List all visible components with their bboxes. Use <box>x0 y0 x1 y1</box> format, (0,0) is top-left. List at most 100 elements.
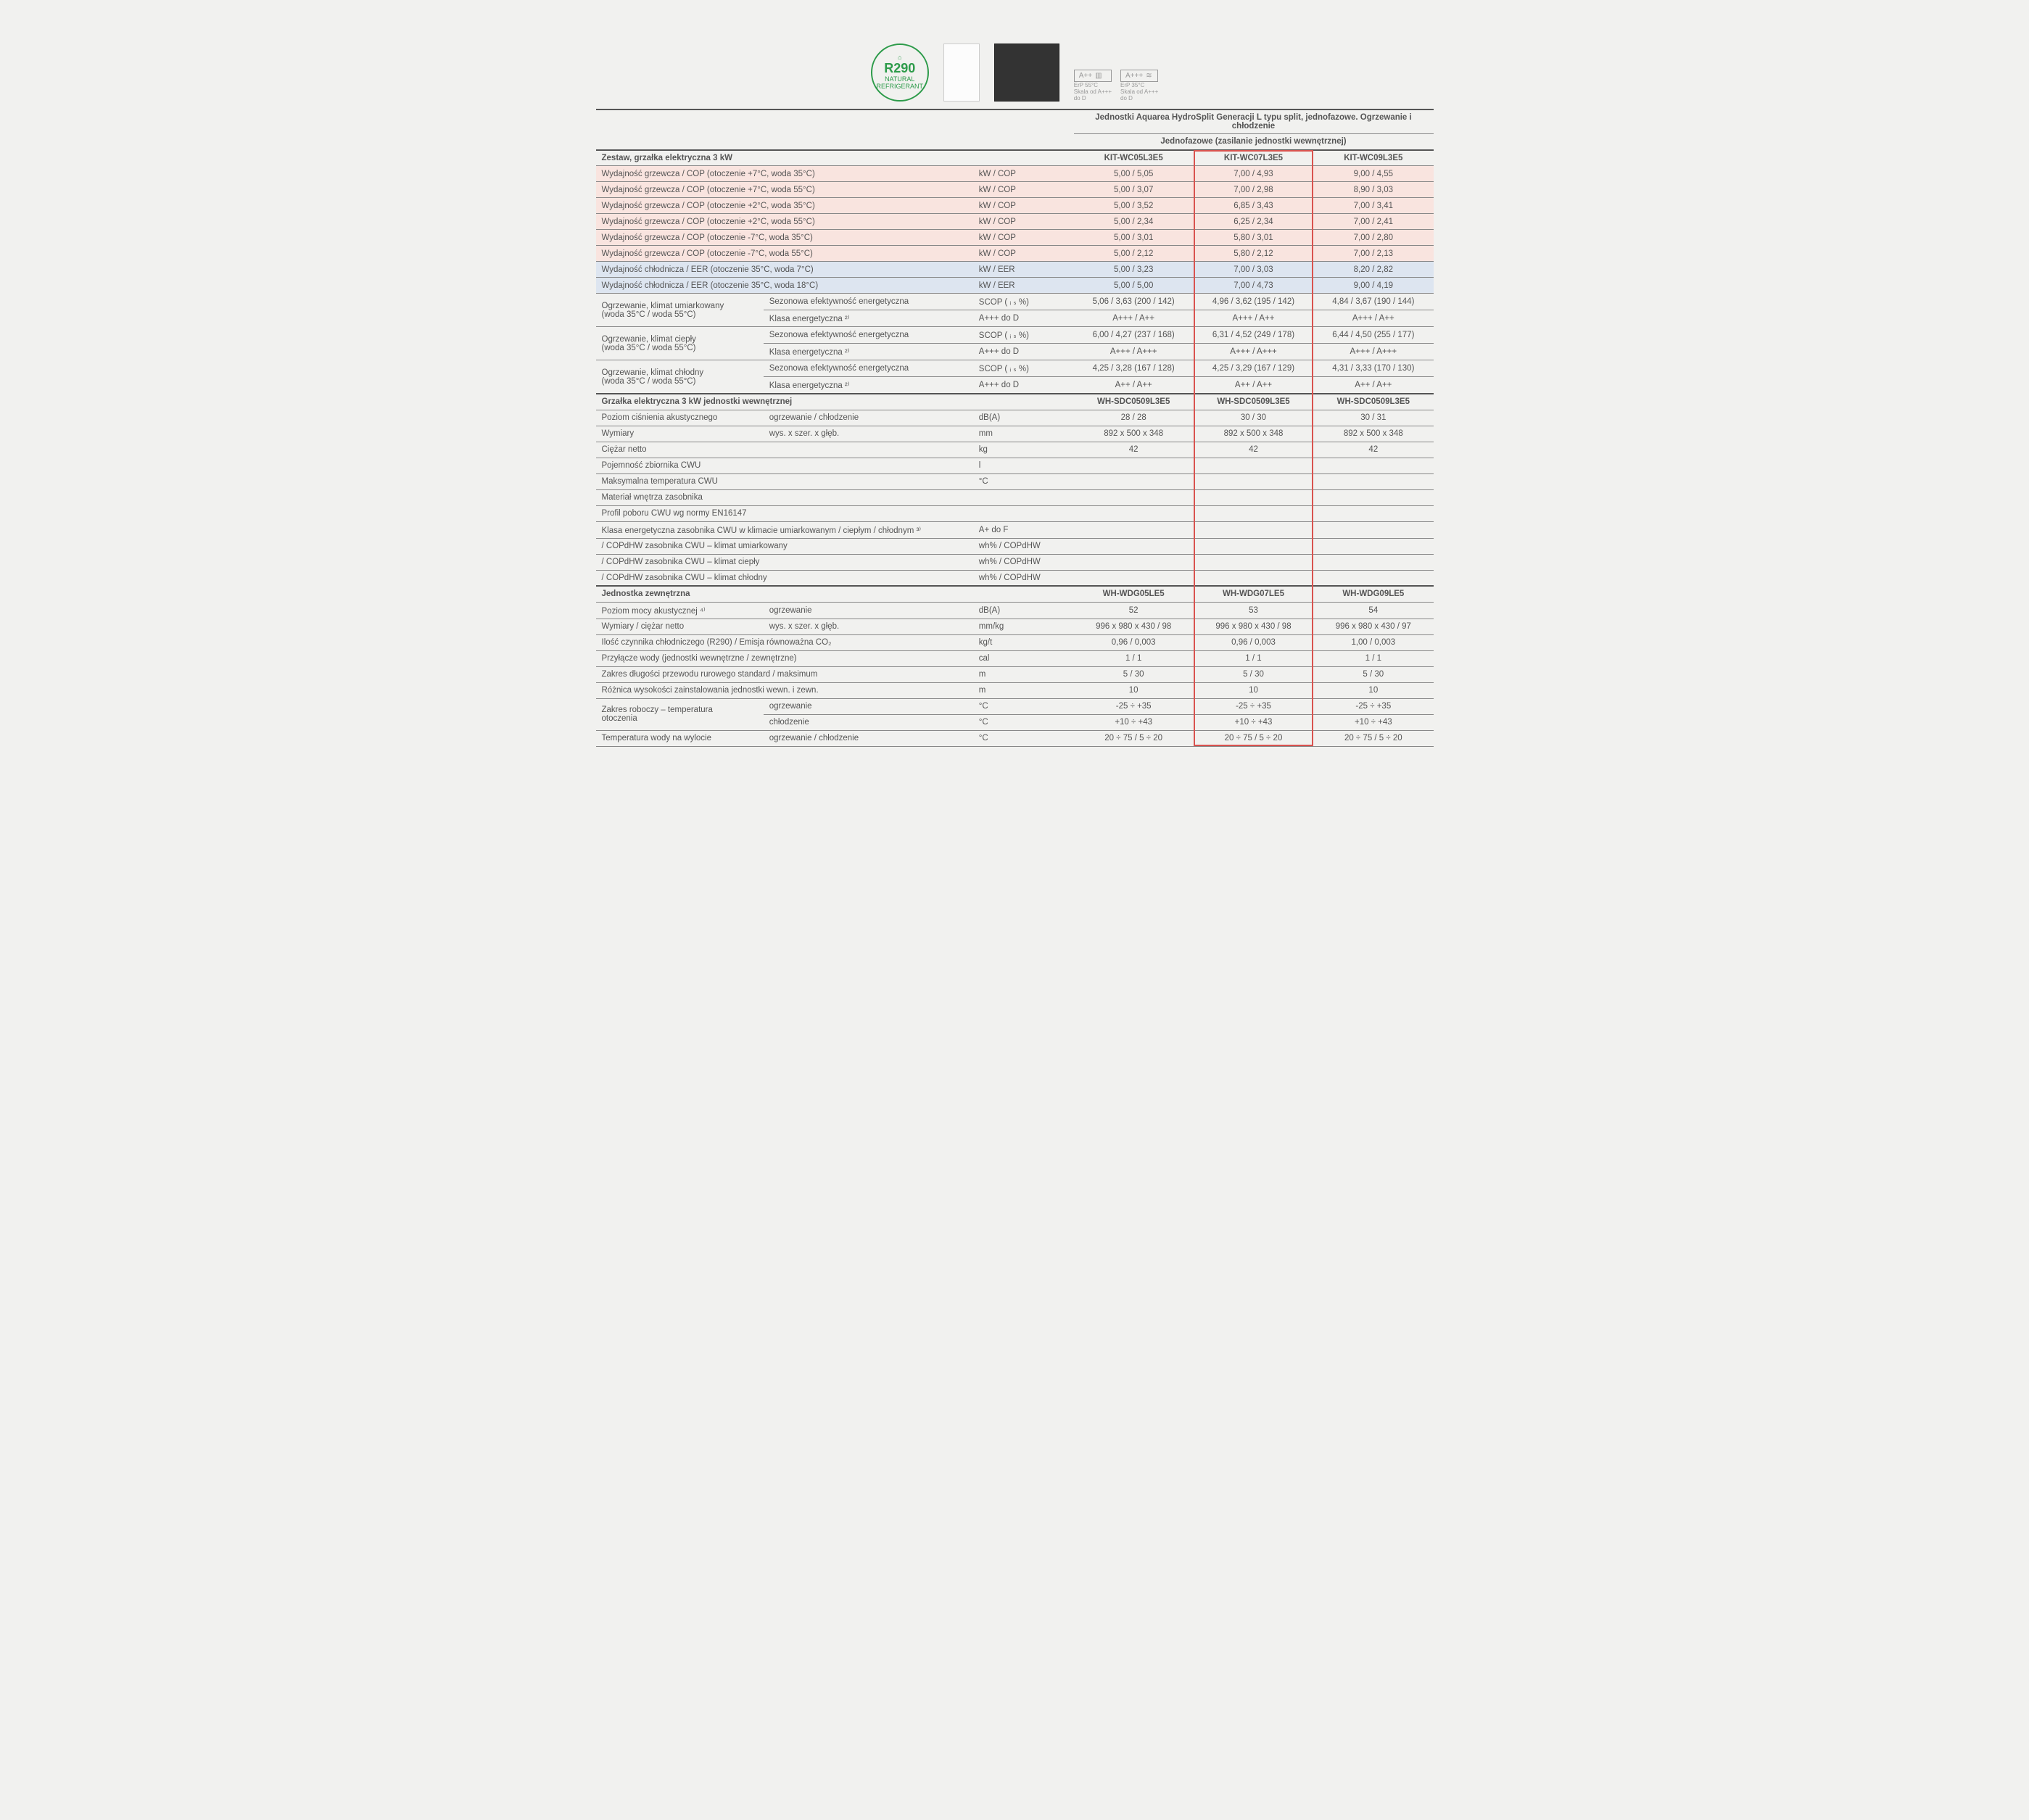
outdoor-model-2: WH-WDG09LE5 <box>1313 586 1433 602</box>
spec-unit <box>973 489 1074 505</box>
spec-value: 4,25 / 3,29 (167 / 129) <box>1194 360 1313 377</box>
spec-sublabel: Klasa energetyczna ²⁾ <box>764 310 973 327</box>
spec-value: 4,31 / 3,33 (170 / 130) <box>1313 360 1433 377</box>
main-title: Jednostki Aquarea HydroSplit Generacji L… <box>1074 109 1434 134</box>
spec-unit: °C <box>973 714 1074 730</box>
spec-value <box>1313 458 1433 473</box>
spec-sublabel: wys. x szer. x głęb. <box>764 619 973 634</box>
spec-value: 9,00 / 4,55 <box>1313 166 1433 182</box>
spec-label: Wydajność grzewcza / COP (otoczenie -7°C… <box>596 230 973 246</box>
erp1-line3: do D <box>1074 95 1112 102</box>
indoor-model-2: WH-SDC0509L3E5 <box>1313 394 1433 410</box>
spec-value: 0,96 / 0,003 <box>1194 634 1313 650</box>
climate-group-label: Ogrzewanie, klimat umiarkowany(woda 35°C… <box>596 294 764 327</box>
spec-value: A+++ / A+++ <box>1074 344 1194 360</box>
spec-value: 5,06 / 3,63 (200 / 142) <box>1074 294 1194 310</box>
spec-value: 7,00 / 2,98 <box>1194 182 1313 198</box>
spec-unit: °C <box>973 698 1074 714</box>
spec-value: -25 ÷ +35 <box>1074 698 1194 714</box>
spec-value: 5 / 30 <box>1313 666 1433 682</box>
indoor-model-0: WH-SDC0509L3E5 <box>1074 394 1194 410</box>
spec-value: 8,20 / 2,82 <box>1313 262 1433 278</box>
spec-value: +10 ÷ +43 <box>1074 714 1194 730</box>
spec-value: A+++ / A++ <box>1194 310 1313 327</box>
spec-value <box>1313 570 1433 586</box>
spec-value: 892 x 500 x 348 <box>1074 426 1194 442</box>
spec-value <box>1194 570 1313 586</box>
spec-value: 5,00 / 5,05 <box>1074 166 1194 182</box>
spec-value: 10 <box>1194 682 1313 698</box>
spec-unit: SCOP ( ᵢ ₛ %) <box>973 360 1074 377</box>
spec-value: 1 / 1 <box>1194 650 1313 666</box>
spec-value: 52 <box>1074 602 1194 619</box>
spec-label: Wydajność grzewcza / COP (otoczenie +7°C… <box>596 182 973 198</box>
spec-unit: mm <box>973 426 1074 442</box>
spec-value: A+++ / A++ <box>1313 310 1433 327</box>
spec-value: 30 / 31 <box>1313 410 1433 426</box>
spec-sublabel: ogrzewanie <box>764 602 973 619</box>
spec-value: A+++ / A+++ <box>1194 344 1313 360</box>
spec-unit: kW / COP <box>973 230 1074 246</box>
spec-unit: m <box>973 666 1074 682</box>
spec-value: 54 <box>1313 602 1433 619</box>
kit-model-1: KIT-WC07L3E5 <box>1194 150 1313 166</box>
spec-sublabel: Sezonowa efektywność energetyczna <box>764 360 973 377</box>
temp-out-val-2: 20 ÷ 75 / 5 ÷ 20 <box>1313 730 1433 746</box>
spec-sheet: ⌂ R290 NATURAL REFRIGERANT A++▥ ErP 55°C… <box>596 15 1434 747</box>
spec-unit: wh% / COPdHW <box>973 538 1074 554</box>
header-image-row: ⌂ R290 NATURAL REFRIGERANT A++▥ ErP 55°C… <box>596 15 1434 102</box>
spec-value: 28 / 28 <box>1074 410 1194 426</box>
spec-value <box>1074 473 1194 489</box>
spec-unit: kg <box>973 442 1074 458</box>
spec-unit: SCOP ( ᵢ ₛ %) <box>973 327 1074 344</box>
spec-sublabel: Klasa energetyczna ²⁾ <box>764 377 973 394</box>
spec-label: Ciężar netto <box>596 442 973 458</box>
climate-group-label: Ogrzewanie, klimat ciepły(woda 35°C / wo… <box>596 327 764 360</box>
temp-out-val-1: 20 ÷ 75 / 5 ÷ 20 <box>1194 730 1313 746</box>
spec-value <box>1074 554 1194 570</box>
spec-unit: kW / COP <box>973 166 1074 182</box>
spec-value: 53 <box>1194 602 1313 619</box>
spec-value: 30 / 30 <box>1194 410 1313 426</box>
erp-label-35: A+++≋ ErP 35°C Skala od A+++ do D <box>1120 70 1158 102</box>
spec-sublabel: Klasa energetyczna ²⁾ <box>764 344 973 360</box>
spec-value: A+++ / A+++ <box>1313 344 1433 360</box>
spec-label: Wydajność chłodnicza / EER (otoczenie 35… <box>596 278 973 294</box>
spec-label: / COPdHW zasobnika CWU – klimat umiarkow… <box>596 538 973 554</box>
spec-unit: kW / COP <box>973 214 1074 230</box>
spec-value <box>1194 538 1313 554</box>
spec-unit: kW / COP <box>973 198 1074 214</box>
refrigerant-sub2: REFRIGERANT <box>876 83 923 91</box>
spec-value <box>1194 473 1313 489</box>
spec-sublabel: Sezonowa efektywność energetyczna <box>764 327 973 344</box>
spec-label: Wymiary <box>596 426 764 442</box>
spec-value <box>1074 570 1194 586</box>
spec-value: 5,00 / 3,52 <box>1074 198 1194 214</box>
spec-sublabel: ogrzewanie <box>764 698 973 714</box>
spec-value: 892 x 500 x 348 <box>1313 426 1433 442</box>
spec-value: 1 / 1 <box>1313 650 1433 666</box>
spec-label: Wydajność grzewcza / COP (otoczenie +7°C… <box>596 166 973 182</box>
spec-label: Klasa energetyczna zasobnika CWU w klima… <box>596 521 973 538</box>
indoor-unit-image <box>943 44 980 102</box>
spec-unit: mm/kg <box>973 619 1074 634</box>
spec-unit: dB(A) <box>973 602 1074 619</box>
spec-value: 4,84 / 3,67 (190 / 144) <box>1313 294 1433 310</box>
spec-unit: cal <box>973 650 1074 666</box>
spec-value: 7,00 / 2,13 <box>1313 246 1433 262</box>
spec-label: Poziom mocy akustycznej ⁴⁾ <box>596 602 764 619</box>
spec-value: 5,00 / 3,07 <box>1074 182 1194 198</box>
spec-value: 42 <box>1074 442 1194 458</box>
spec-value <box>1194 505 1313 521</box>
spec-label: Wydajność grzewcza / COP (otoczenie +2°C… <box>596 214 973 230</box>
spec-value: 0,96 / 0,003 <box>1074 634 1194 650</box>
spec-unit: kW / EER <box>973 262 1074 278</box>
spec-unit: A+++ do D <box>973 344 1074 360</box>
spec-value: 7,00 / 3,41 <box>1313 198 1433 214</box>
indoor-section-header: Grzałka elektryczna 3 kW jednostki wewnę… <box>596 394 1074 410</box>
spec-value: +10 ÷ +43 <box>1313 714 1433 730</box>
sub-title: Jednofazowe (zasilanie jednostki wewnętr… <box>1074 134 1434 150</box>
spec-value: 5,00 / 5,00 <box>1074 278 1194 294</box>
spec-value <box>1194 521 1313 538</box>
spec-value <box>1313 473 1433 489</box>
